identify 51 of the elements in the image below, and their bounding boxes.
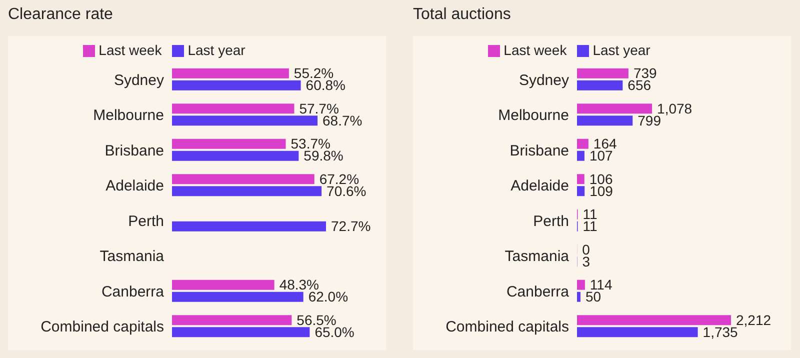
bar bbox=[577, 80, 623, 90]
y-tick-label: Combined capitals bbox=[40, 318, 164, 336]
y-tick-label: Canberra bbox=[101, 283, 165, 300]
y-tick-label: Sydney bbox=[114, 72, 164, 89]
bar bbox=[577, 138, 588, 149]
data-label: 56.5% bbox=[296, 312, 336, 328]
bar bbox=[172, 138, 286, 149]
chart-title: Clearance rate bbox=[8, 6, 113, 24]
bar bbox=[577, 280, 585, 290]
y-tick-label: Melbourne bbox=[93, 107, 164, 124]
bar bbox=[172, 327, 310, 338]
y-tick-label: Tasmania bbox=[100, 248, 165, 266]
bar bbox=[577, 174, 584, 184]
bar bbox=[577, 104, 652, 114]
bar bbox=[577, 292, 580, 302]
legend-label: Last year bbox=[592, 42, 650, 58]
bar bbox=[577, 315, 731, 326]
bar bbox=[172, 150, 299, 161]
bar bbox=[172, 80, 301, 90]
bar bbox=[172, 292, 304, 302]
y-tick-label: Tasmania bbox=[504, 248, 570, 266]
data-label: 1,735 bbox=[702, 324, 738, 340]
bar bbox=[577, 186, 585, 196]
bar bbox=[172, 280, 274, 290]
legend-label: Last week bbox=[504, 42, 567, 58]
bar bbox=[577, 327, 698, 338]
bar bbox=[172, 315, 292, 326]
chart-title: Total auctions bbox=[413, 6, 511, 24]
bar bbox=[577, 150, 584, 161]
y-tick-label: Brisbane bbox=[104, 142, 164, 160]
bar bbox=[577, 116, 633, 126]
y-tick-label: Perth bbox=[128, 212, 164, 230]
bar bbox=[172, 174, 314, 184]
bar bbox=[172, 116, 318, 126]
y-tick-label: Combined capitals bbox=[446, 318, 569, 336]
bar bbox=[577, 68, 628, 78]
bar bbox=[172, 221, 326, 232]
y-tick-label: Melbourne bbox=[498, 107, 569, 124]
y-tick-label: Adelaide bbox=[510, 178, 569, 195]
y-tick-label: Perth bbox=[533, 212, 569, 230]
bar bbox=[172, 104, 294, 114]
legend-label: Last week bbox=[98, 42, 162, 58]
y-tick-label: Brisbane bbox=[510, 142, 569, 160]
legend-label: Last year bbox=[188, 42, 246, 58]
y-tick-label: Canberra bbox=[506, 283, 570, 300]
y-tick-label: Adelaide bbox=[106, 178, 164, 195]
y-tick-label: Sydney bbox=[518, 72, 570, 89]
data-label: 2,212 bbox=[736, 312, 772, 328]
bar bbox=[172, 186, 322, 196]
data-label: 72.7% bbox=[331, 218, 371, 234]
bar bbox=[172, 68, 289, 78]
